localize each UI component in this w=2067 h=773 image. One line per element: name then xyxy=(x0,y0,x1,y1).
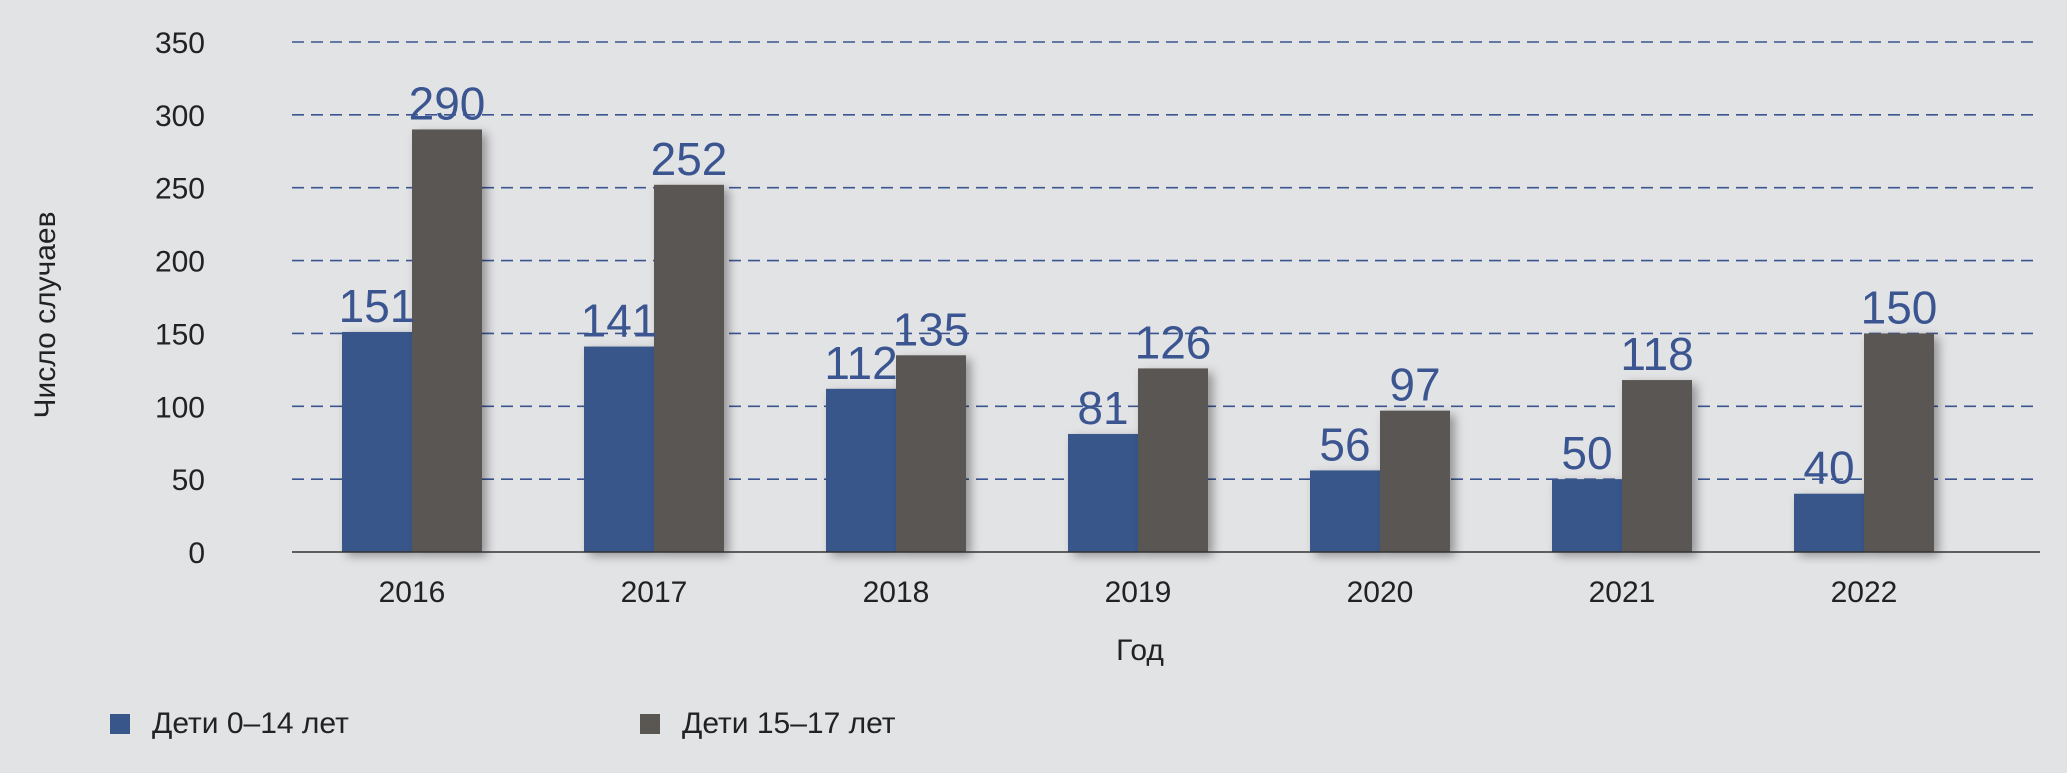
data-label-series-2-2019: 126 xyxy=(1135,316,1212,368)
bar-series-2-2021 xyxy=(1622,380,1692,552)
y-axis-title: Число случаев xyxy=(29,211,62,418)
y-tick-label: 50 xyxy=(172,464,205,497)
data-label-series-1-2016: 151 xyxy=(339,280,416,332)
y-tick-label: 0 xyxy=(188,537,205,570)
bar-series-2-2022 xyxy=(1864,333,1934,552)
x-tick-label-2018: 2018 xyxy=(863,576,930,609)
y-tick-label: 100 xyxy=(155,391,205,424)
legend-item-series-1: Дети 0–14 лет xyxy=(110,700,349,748)
bar-series-2-2020 xyxy=(1380,410,1450,552)
legend-item-series-2: Дети 15–17 лет xyxy=(640,700,896,748)
x-axis-title: Год xyxy=(1116,634,1164,667)
x-tick-label-2022: 2022 xyxy=(1831,576,1898,609)
legend-swatch-series-1 xyxy=(110,714,130,734)
bar-series-2-2017 xyxy=(654,184,724,553)
x-axis-ticks: 2016 2017 2018 2019 2020 2021 2022 xyxy=(379,576,1898,609)
x-tick-label-2019: 2019 xyxy=(1105,576,1172,609)
bar-series-2-2018 xyxy=(896,355,966,552)
bar-chart: 0 50 100 150 200 250 300 350 151 290 141 252 112135… xyxy=(29,27,2040,667)
data-label-series-1-2020: 56 xyxy=(1319,418,1370,470)
bar-series-2-2019 xyxy=(1138,368,1208,552)
data-label-series-2-2021: 118 xyxy=(1620,328,1693,380)
bars xyxy=(342,129,1934,553)
data-label-series-1-2021: 50 xyxy=(1561,427,1612,479)
bar-series-2-2016 xyxy=(412,129,482,552)
y-tick-label: 250 xyxy=(155,173,205,206)
legend-swatch-series-2 xyxy=(640,714,660,734)
bar-series-1-2019 xyxy=(1068,433,1138,552)
data-label-series-2-2018: 135 xyxy=(893,303,970,355)
legend: Дети 0–14 лет Дети 15–17 лет xyxy=(110,700,1010,748)
y-tick-label: 350 xyxy=(155,27,205,60)
y-tick-label: 300 xyxy=(155,100,205,133)
bar-series-1-2016 xyxy=(342,331,412,552)
x-tick-label-2020: 2020 xyxy=(1347,576,1414,609)
bar-series-1-2022 xyxy=(1794,493,1864,552)
data-label-series-2-2022: 150 xyxy=(1861,281,1938,333)
data-label-series-1-2018: 112 xyxy=(824,337,897,389)
data-label-series-1-2019: 81 xyxy=(1077,382,1128,434)
data-label-series-1-2022: 40 xyxy=(1803,442,1854,494)
data-label-series-2-2017: 252 xyxy=(651,133,728,185)
y-axis-ticks: 0 50 100 150 200 250 300 350 xyxy=(155,27,205,570)
bar-series-1-2017 xyxy=(584,346,654,552)
legend-label-series-2: Дети 15–17 лет xyxy=(682,707,896,740)
bar-series-1-2021 xyxy=(1552,479,1622,552)
y-tick-label: 150 xyxy=(155,318,205,351)
legend-label-series-1: Дети 0–14 лет xyxy=(152,707,349,740)
bar-series-1-2018 xyxy=(826,388,896,552)
x-tick-label-2016: 2016 xyxy=(379,576,446,609)
bar-series-1-2020 xyxy=(1310,470,1380,552)
data-label-series-2-2016: 290 xyxy=(409,77,486,129)
x-tick-label-2017: 2017 xyxy=(621,576,688,609)
x-tick-label-2021: 2021 xyxy=(1589,576,1656,609)
data-label-series-1-2017: 141 xyxy=(581,295,658,347)
y-tick-label: 200 xyxy=(155,246,205,279)
data-label-series-2-2020: 97 xyxy=(1389,359,1440,411)
